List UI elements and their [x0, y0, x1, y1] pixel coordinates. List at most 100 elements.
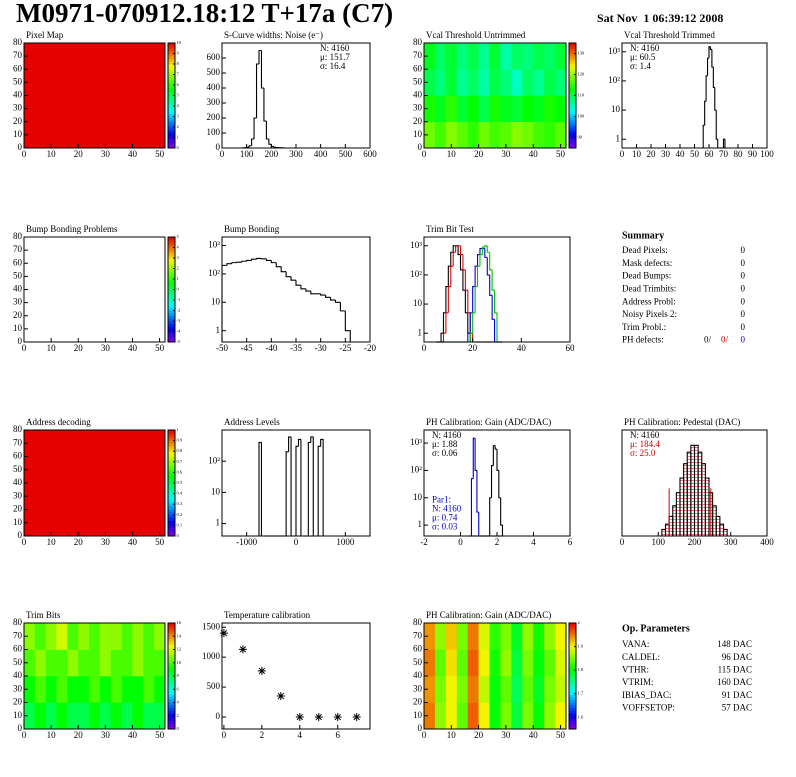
colorbar-step — [569, 708, 576, 711]
summary-label: Dead Trimbits: — [622, 283, 676, 293]
parameter-value: 57 DAC — [722, 703, 752, 713]
colorbar-step — [569, 98, 576, 101]
colorbar-step — [168, 326, 175, 329]
heatmap-cell — [522, 650, 533, 677]
histogram-bin — [710, 47, 711, 50]
x-tick-label: 90 — [748, 149, 758, 159]
colorbar-step — [168, 510, 175, 513]
heatmap-cell — [435, 122, 446, 149]
heatmap-cell — [544, 96, 555, 123]
histogram-bin — [345, 311, 350, 342]
heatmap-cell — [143, 676, 154, 703]
heatmap-cell — [468, 623, 479, 650]
heatmap-cell — [57, 703, 68, 730]
colorbar-tick-label: 0.6 — [177, 469, 183, 474]
colorbar-step — [168, 271, 175, 274]
y-tick-label: 70 — [13, 630, 23, 640]
heatmap-cell — [533, 43, 544, 70]
x-tick-label: 2 — [260, 730, 265, 740]
colorbar-step — [168, 292, 175, 295]
summary-value: 0 — [741, 309, 746, 319]
colorbar-step — [168, 486, 175, 489]
heatmap-cell — [435, 703, 446, 730]
colorbar-tick-label: 0 — [177, 145, 180, 150]
colorbar-step — [569, 132, 576, 135]
colorbar-step — [569, 56, 576, 59]
x-tick-label: 0 — [22, 343, 27, 353]
heatmap-cell — [522, 676, 533, 703]
heatmap-cell — [544, 122, 555, 149]
histogram-bin — [465, 270, 467, 290]
colorbar-step — [168, 56, 175, 59]
colorbar-tick-label: 0 — [177, 726, 180, 731]
colorbar-step — [569, 647, 576, 650]
histogram-bin — [286, 452, 288, 536]
colorbar-step — [569, 88, 576, 91]
colorbar-step — [168, 46, 175, 49]
colorbar-step — [168, 464, 175, 467]
colorbar-tick-label: 14 — [177, 633, 182, 638]
colorbar-tick-label: -2 — [177, 308, 181, 313]
colorbar-step — [168, 531, 175, 534]
x-tick-label: -30 — [315, 343, 327, 353]
colorbar-step — [168, 295, 175, 298]
y-tick-label: 40 — [13, 670, 23, 680]
heatmap-cell — [490, 623, 501, 650]
heatmap-cell — [78, 703, 89, 730]
histogram-bin — [249, 146, 251, 148]
heatmap-cell — [435, 676, 446, 703]
colorbar-step — [168, 478, 175, 481]
colorbar-step — [569, 46, 576, 49]
colorbar-step — [168, 446, 175, 449]
page-title: M0971-070912.18:12 T+17a (C7) — [16, 0, 393, 28]
parameter-label: VTHR: — [622, 664, 649, 674]
histogram-bin — [252, 139, 254, 146]
x-tick-label: 20 — [74, 730, 84, 740]
histogram-bin — [254, 118, 256, 139]
y-tick-label: 10 — [413, 298, 423, 308]
colorbar-tick-label: 0.4 — [177, 491, 183, 496]
heatmap-cell — [122, 650, 133, 677]
histogram-bin — [716, 110, 717, 139]
y-tick-label: 1 — [418, 519, 423, 529]
histogram-bin — [446, 313, 448, 333]
heatmap-cell — [533, 122, 544, 149]
histogram-bin — [499, 470, 501, 497]
x-tick-label: 6 — [335, 730, 340, 740]
heatmap-cell — [468, 122, 479, 149]
x-tick-label: 50 — [155, 343, 165, 353]
scatter-point — [220, 629, 228, 637]
x-tick-label: 20 — [468, 343, 478, 353]
heatmap-cell — [35, 676, 46, 703]
heatmap-cell — [78, 676, 89, 703]
heatmap-cell — [435, 623, 446, 650]
y-tick-label: 0 — [216, 142, 221, 152]
heatmap-cell — [457, 623, 468, 650]
y-tick-label: 10 — [413, 710, 423, 720]
histogram-bin — [724, 529, 728, 536]
histogram-bin — [291, 277, 296, 281]
histogram-bin — [708, 58, 709, 76]
x-tick-label: 20 — [474, 149, 484, 159]
parameters-title: Op. Parameters — [622, 623, 690, 634]
ph-defect-count: 0/ — [704, 335, 712, 345]
colorbar-step — [168, 316, 175, 319]
y-tick-label: 30 — [13, 297, 23, 307]
heatmap-cell — [511, 43, 522, 70]
y-tick-label: 10 — [413, 129, 423, 139]
colorbar-step — [168, 507, 175, 510]
colorbar-step — [569, 122, 576, 125]
y-tick-label: 80 — [13, 617, 23, 627]
colorbar-step — [168, 692, 175, 695]
heatmap-cell — [500, 96, 511, 123]
colorbar-step — [569, 689, 576, 692]
scatter-point — [258, 667, 266, 675]
colorbar-step — [168, 721, 175, 724]
heatmap-cell — [511, 703, 522, 730]
y-tick-label: 10² — [410, 464, 422, 474]
histogram-bin — [252, 259, 257, 260]
x-tick-label: 40 — [128, 730, 138, 740]
histogram-bin — [274, 147, 276, 148]
x-tick-label: 0 — [422, 343, 427, 353]
y-tick-label: 0 — [18, 723, 23, 733]
